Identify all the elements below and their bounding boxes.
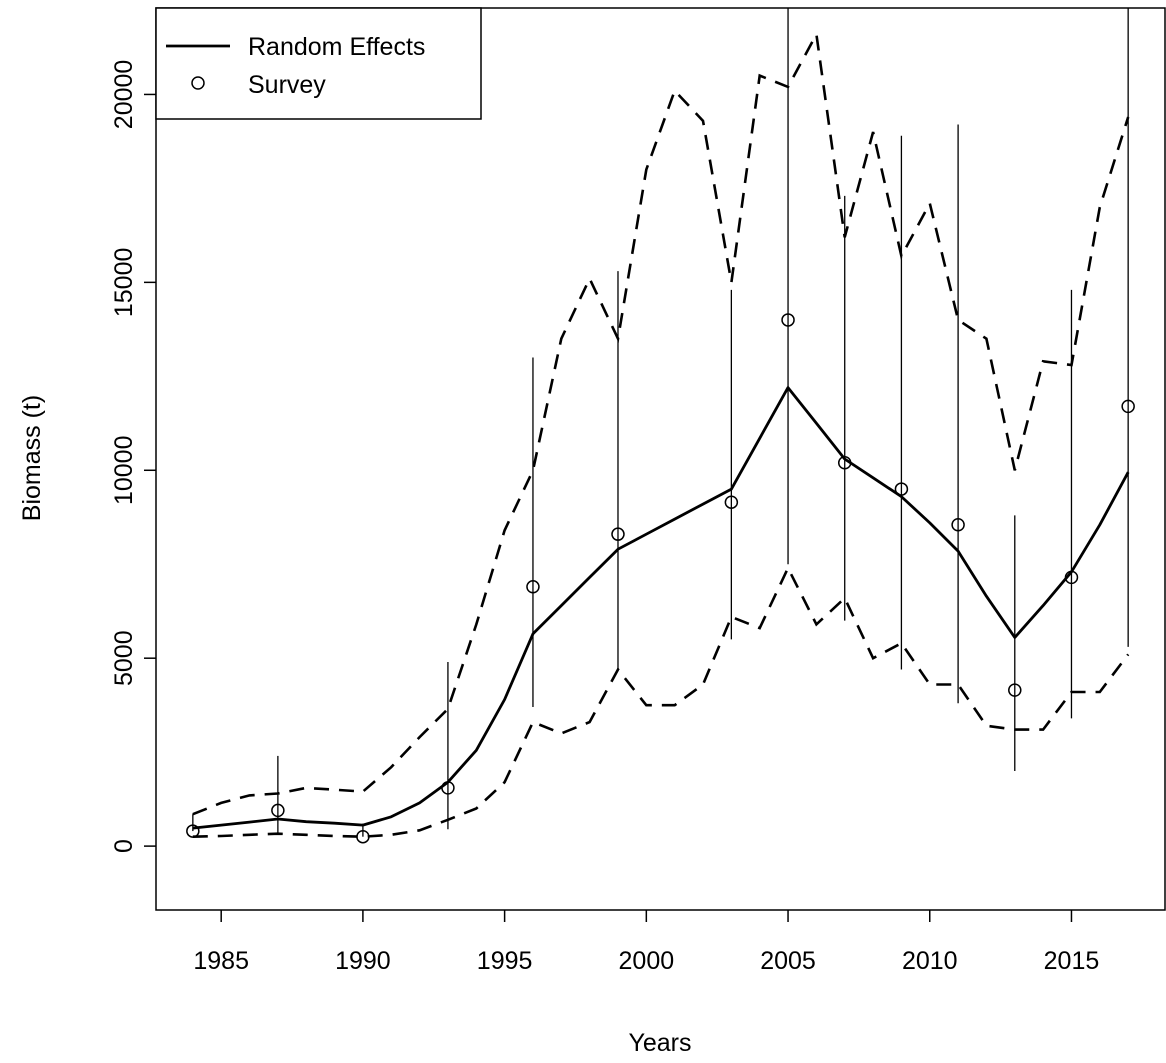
y-tick-label: 15000 <box>110 248 138 318</box>
x-axis: 1985 1990 1995 2000 2005 2010 2015 <box>193 910 1099 975</box>
survey-point <box>441 781 455 795</box>
lower-ci-line <box>192 565 1130 839</box>
plot-area <box>186 8 1135 844</box>
x-tick-label: 2015 <box>1044 947 1100 975</box>
y-axis: 0 5000 10000 15000 20000 <box>110 60 156 853</box>
y-axis-title: Biomass (t) <box>18 395 46 521</box>
legend-survey-marker <box>191 76 205 90</box>
survey-point <box>1121 399 1135 414</box>
legend-survey-label: Survey <box>248 71 326 99</box>
x-tick-label: 2010 <box>902 947 958 975</box>
x-tick-label: 1985 <box>193 947 249 975</box>
x-axis-title: Years <box>628 1029 691 1057</box>
survey-point <box>526 580 540 594</box>
survey-point <box>1008 683 1022 697</box>
legend-random-effects-label: Random Effects <box>248 33 425 61</box>
survey-point <box>356 829 370 844</box>
x-tick-label: 2000 <box>619 947 675 975</box>
y-tick-label: 20000 <box>110 60 138 130</box>
survey-point <box>837 456 852 470</box>
survey-point <box>1064 570 1079 585</box>
x-tick-label: 1990 <box>335 947 391 975</box>
survey-point <box>611 527 625 541</box>
survey-point <box>271 803 285 818</box>
survey-point <box>781 313 795 327</box>
y-tick-label: 5000 <box>110 630 138 686</box>
x-tick-label: 1995 <box>477 947 533 975</box>
plot-frame <box>155 7 1166 911</box>
survey-point <box>951 518 965 532</box>
legend: Random Effects Survey <box>155 7 482 120</box>
survey-point <box>186 824 200 838</box>
survey-point <box>894 482 909 496</box>
y-tick-label: 10000 <box>110 436 138 506</box>
survey-point <box>724 495 739 509</box>
legend-box <box>155 7 482 120</box>
upper-ci-line <box>192 30 1130 816</box>
y-tick-label: 0 <box>110 839 138 853</box>
random-effects-line <box>192 386 1130 830</box>
x-tick-label: 2005 <box>760 947 816 975</box>
